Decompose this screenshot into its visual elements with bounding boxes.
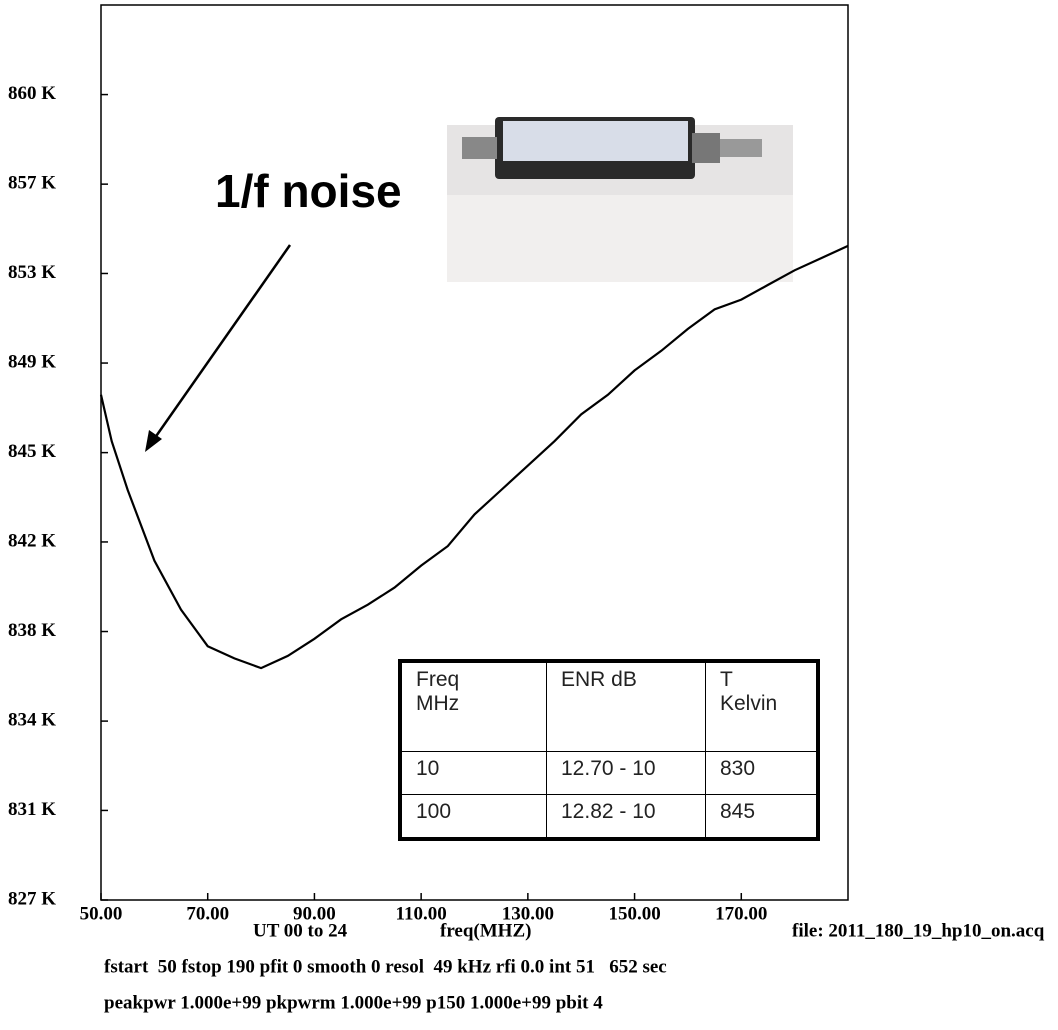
file-label: file: 2011_180_19_hp10_on.acq: [792, 920, 1045, 941]
x-tick-label: 50.00: [80, 903, 123, 924]
table-cell: T Kelvin: [705, 660, 819, 752]
y-tick-label: 853 K: [8, 262, 56, 283]
x-tick-label: 170.00: [715, 903, 767, 924]
x-tick-label: 150.00: [608, 903, 660, 924]
data-line: [99, 244, 849, 670]
time-label: UT 00 to 24: [253, 920, 348, 941]
table-row: 10 12.70 - 10 830: [399, 751, 819, 795]
device-photo: [447, 117, 793, 282]
table-cell: 12.70 - 10: [546, 751, 706, 795]
table-cell: 10: [399, 751, 547, 795]
table-cell: 845: [705, 794, 819, 840]
y-tick-label: 845 K: [8, 441, 56, 462]
y-tick-label: 831 K: [8, 799, 56, 820]
y-tick-label: 834 K: [8, 709, 56, 730]
x-tick-label: 70.00: [186, 903, 229, 924]
table-row: Freq MHz ENR dB T Kelvin: [399, 660, 819, 752]
y-tick-label: 827 K: [8, 888, 56, 909]
x-tick-label: 90.00: [293, 903, 336, 924]
y-tick-label: 849 K: [8, 351, 56, 372]
x-tick-label: 130.00: [502, 903, 554, 924]
x-tick-label: 110.00: [396, 903, 447, 924]
y-tick-label: 842 K: [8, 530, 56, 551]
x-axis-label: freq(MHZ): [440, 920, 531, 941]
info-line: peakpwr 1.000e+99 pkpwrm 1.000e+99 p150 …: [104, 992, 603, 1013]
y-tick-label: 857 K: [8, 173, 56, 194]
table-row: 100 12.82 - 10 845: [399, 794, 819, 840]
y-tick-label: 838 K: [8, 620, 56, 641]
table-cell: Freq MHz: [399, 660, 547, 752]
table-cell: 100: [399, 794, 547, 840]
table-cell: 830: [705, 751, 819, 795]
info-line: fstart 50 fstop 190 pfit 0 smooth 0 reso…: [104, 956, 667, 977]
annotation: 1/f noise: [215, 165, 402, 217]
y-tick-label: 860 K: [8, 83, 56, 104]
enr-table: Freq MHz ENR dB T Kelvin 10 12.70 - 10 830 100…: [398, 659, 820, 841]
annotation-arrow: [145, 244, 292, 452]
table-cell: ENR dB: [546, 660, 706, 752]
table-cell: 12.82 - 10: [546, 794, 706, 840]
